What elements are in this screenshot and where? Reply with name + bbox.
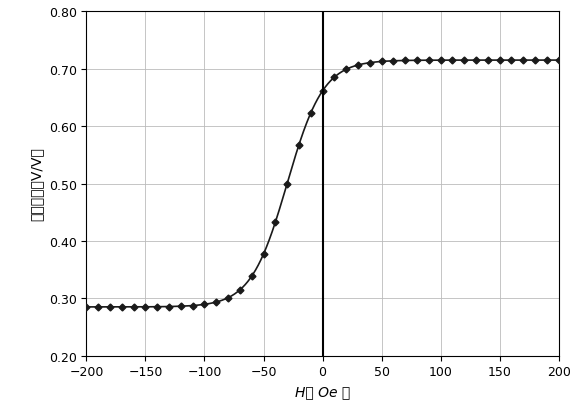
Y-axis label: 输出电压（V/V）: 输出电压（V/V） [29,147,43,221]
X-axis label: H（ Oe ）: H（ Oe ） [295,384,350,398]
